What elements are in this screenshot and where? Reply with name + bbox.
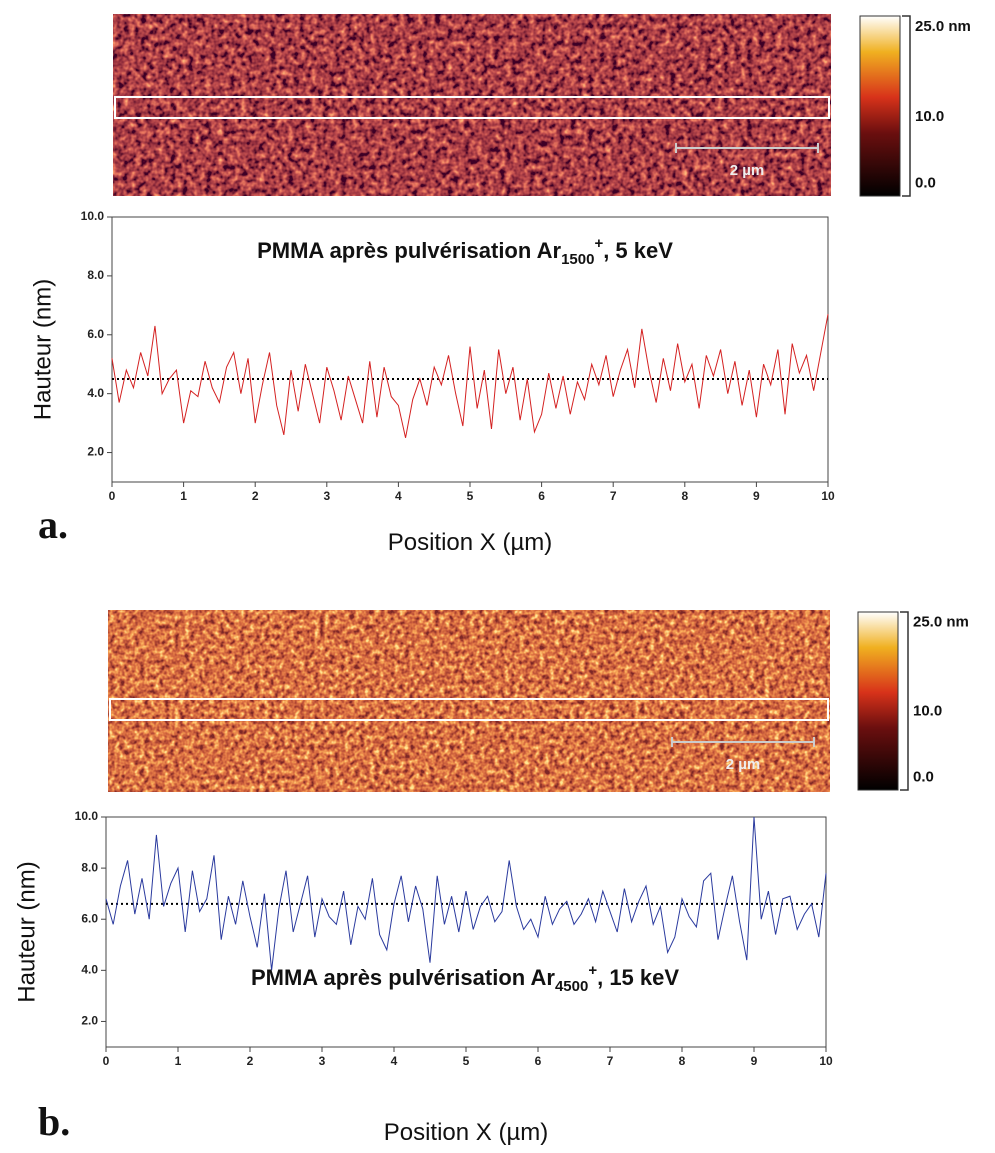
colorbar-label: 25.0 nm: [915, 18, 971, 35]
x-axis-label: Position X (µm): [384, 1119, 549, 1146]
profile-line: [111, 314, 829, 438]
title-text: , 15 keV: [597, 965, 679, 990]
colorbar-bracket: [902, 15, 911, 197]
colorbar: [859, 15, 901, 197]
chart-title: PMMA après pulvérisation Ar4500+, 15 keV: [251, 962, 679, 995]
x-tick-label: 5: [467, 489, 474, 503]
plot-frame: [105, 816, 827, 1048]
y-tick-label: 6.0: [87, 327, 104, 341]
y-tick-label: 10.0: [75, 809, 99, 823]
y-tick-label: 8.0: [81, 860, 98, 874]
y-tick-label: 6.0: [81, 911, 98, 925]
x-tick-label: 10: [819, 1054, 833, 1068]
x-axis-label: Position X (µm): [388, 529, 553, 556]
colorbar-label: 25.0 nm: [913, 614, 969, 631]
colorbar-label: 0.0: [913, 769, 934, 786]
x-tick-label: 6: [535, 1054, 542, 1068]
afm-image: [113, 14, 831, 196]
colorbar-label: 0.0: [915, 174, 936, 191]
y-tick-label: 4.0: [87, 386, 104, 400]
x-tick-label: 2: [247, 1054, 254, 1068]
selection-box: [109, 698, 829, 721]
title-text: , 5 keV: [603, 238, 673, 263]
title-text: PMMA après pulvérisation Ar: [251, 965, 555, 990]
afm-image: [108, 610, 830, 792]
y-tick-label: 2.0: [81, 1014, 98, 1028]
x-tick-label: 9: [751, 1054, 758, 1068]
title-subscript: 1500: [561, 251, 594, 268]
scale-bar-label: 2 µm: [730, 162, 765, 179]
y-tick-label: 4.0: [81, 963, 98, 977]
y-axis-label: Hauteur (nm): [29, 279, 56, 420]
x-tick-label: 6: [538, 489, 545, 503]
selection-box: [114, 96, 830, 119]
colorbar-label: 10.0: [913, 703, 942, 720]
panel-label: b.: [38, 1099, 70, 1144]
y-tick-label: 10.0: [81, 209, 105, 223]
x-tick-label: 4: [391, 1054, 398, 1068]
title-superscript: +: [594, 235, 603, 252]
colorbar-bracket: [900, 611, 909, 791]
panel-label: a.: [38, 502, 68, 547]
x-tick-label: 8: [681, 489, 688, 503]
x-tick-label: 4: [395, 489, 402, 503]
y-tick-label: 8.0: [87, 268, 104, 282]
x-tick-label: 1: [175, 1054, 182, 1068]
x-tick-label: 9: [753, 489, 760, 503]
x-tick-label: 0: [109, 489, 116, 503]
x-tick-label: 3: [323, 489, 330, 503]
title-subscript: 4500: [555, 978, 588, 995]
y-axis-label: Hauteur (nm): [13, 861, 40, 1002]
y-tick-label: 2.0: [87, 445, 104, 459]
title-text: PMMA après pulvérisation Ar: [257, 238, 561, 263]
x-tick-label: 1: [180, 489, 187, 503]
x-tick-label: 5: [463, 1054, 470, 1068]
x-tick-label: 7: [607, 1054, 614, 1068]
x-tick-label: 7: [610, 489, 617, 503]
x-tick-label: 3: [319, 1054, 326, 1068]
colorbar: [857, 611, 899, 791]
profile-line: [105, 816, 827, 971]
scale-bar-label: 2 µm: [726, 756, 761, 773]
chart-title: PMMA après pulvérisation Ar1500+, 5 keV: [257, 235, 673, 268]
colorbar-label: 10.0: [915, 108, 944, 125]
x-tick-label: 0: [103, 1054, 110, 1068]
x-tick-label: 2: [252, 489, 259, 503]
x-tick-label: 8: [679, 1054, 686, 1068]
title-superscript: +: [588, 962, 597, 979]
x-tick-label: 10: [821, 489, 835, 503]
